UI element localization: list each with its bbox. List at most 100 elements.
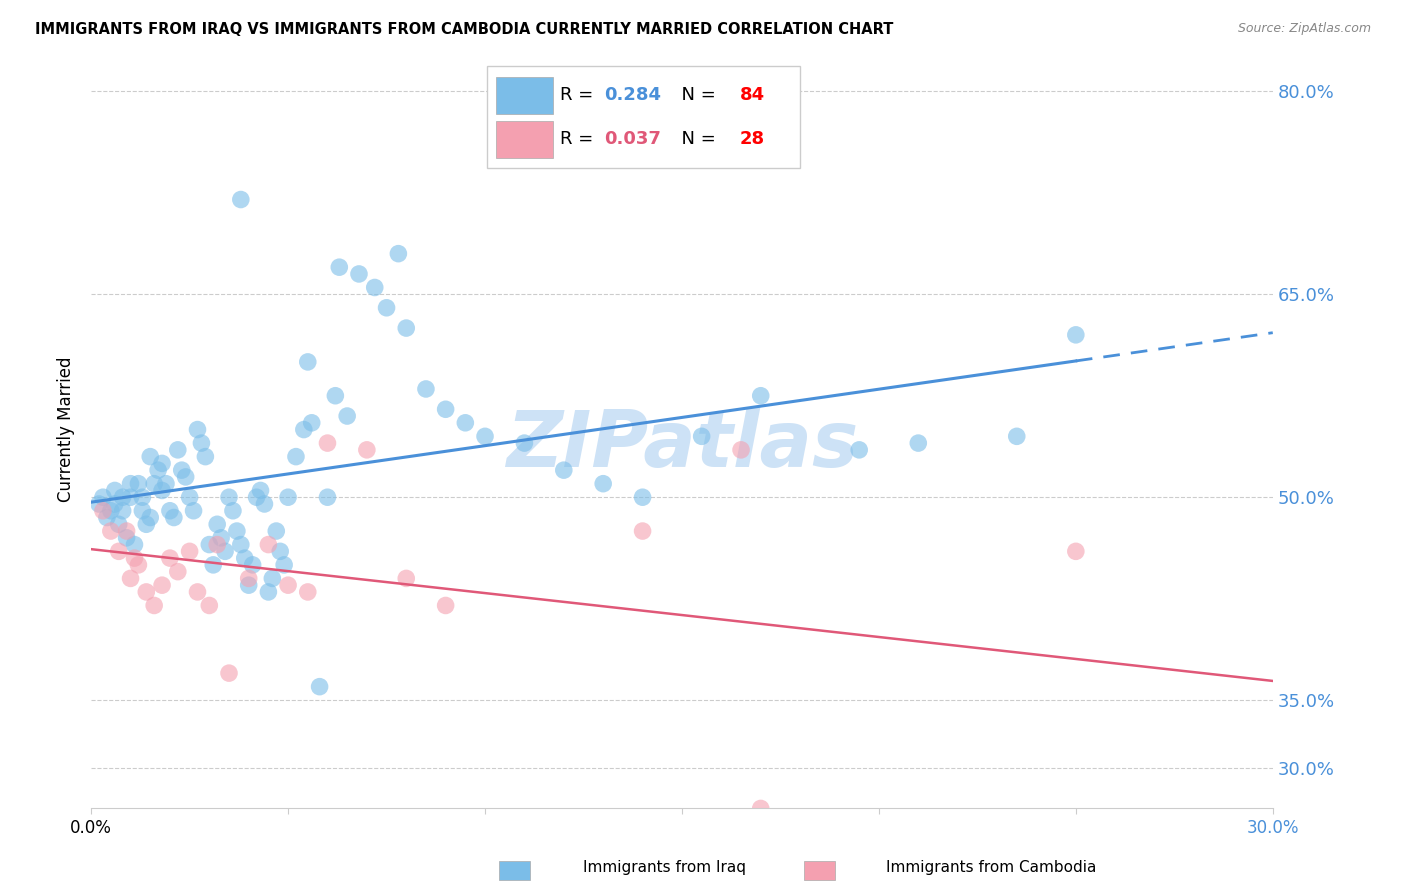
Point <box>301 416 323 430</box>
Point <box>1064 544 1087 558</box>
Point <box>229 193 252 207</box>
Point <box>316 436 339 450</box>
Point <box>848 442 870 457</box>
Point <box>150 578 173 592</box>
Point <box>395 571 418 585</box>
Point <box>1005 429 1028 443</box>
Point <box>316 490 339 504</box>
Point <box>143 599 166 613</box>
Y-axis label: Currently Married: Currently Married <box>58 357 75 502</box>
Point <box>115 531 138 545</box>
Text: Immigrants from Cambodia: Immigrants from Cambodia <box>886 860 1097 874</box>
Point <box>91 504 114 518</box>
Point <box>159 551 181 566</box>
Point <box>124 551 146 566</box>
Text: 0.037: 0.037 <box>605 130 661 148</box>
Point <box>183 504 205 518</box>
FancyBboxPatch shape <box>496 121 553 158</box>
Point <box>209 531 232 545</box>
Text: R =: R = <box>560 130 599 148</box>
Point <box>111 490 134 504</box>
Point <box>218 490 240 504</box>
Text: 28: 28 <box>740 130 765 148</box>
Point <box>364 280 387 294</box>
Point <box>100 524 122 538</box>
Point <box>170 463 193 477</box>
Point <box>592 476 614 491</box>
Point <box>194 450 217 464</box>
Point <box>285 450 308 464</box>
Point <box>308 680 330 694</box>
Point <box>690 429 713 443</box>
Point <box>730 442 752 457</box>
Point <box>257 585 280 599</box>
Point <box>277 578 299 592</box>
Point <box>143 476 166 491</box>
Point <box>198 538 221 552</box>
Point <box>163 510 186 524</box>
Point <box>218 666 240 681</box>
Point <box>257 538 280 552</box>
Point <box>190 436 212 450</box>
Point <box>238 571 260 585</box>
Point <box>253 497 276 511</box>
Point <box>513 436 536 450</box>
Text: N =: N = <box>671 130 721 148</box>
Point <box>131 504 153 518</box>
Point <box>166 565 188 579</box>
Point <box>631 490 654 504</box>
Point <box>474 429 496 443</box>
Point <box>166 442 188 457</box>
Point <box>202 558 225 572</box>
Point <box>131 490 153 504</box>
Point <box>277 490 299 504</box>
Point <box>269 544 291 558</box>
Point <box>127 476 149 491</box>
Point <box>434 402 457 417</box>
Point <box>135 585 157 599</box>
Point <box>127 558 149 572</box>
Point <box>139 510 162 524</box>
Point <box>233 551 256 566</box>
Point <box>198 599 221 613</box>
Point <box>375 301 398 315</box>
Text: N =: N = <box>671 87 721 104</box>
Point <box>225 524 247 538</box>
Point <box>292 423 315 437</box>
Point <box>1084 822 1107 836</box>
Point <box>749 389 772 403</box>
Point <box>205 517 228 532</box>
Point <box>186 423 208 437</box>
Point <box>107 517 129 532</box>
Point <box>387 246 409 260</box>
Point <box>395 321 418 335</box>
Text: Immigrants from Iraq: Immigrants from Iraq <box>583 860 747 874</box>
Point <box>186 585 208 599</box>
Point <box>238 578 260 592</box>
Point <box>135 517 157 532</box>
Text: IMMIGRANTS FROM IRAQ VS IMMIGRANTS FROM CAMBODIA CURRENTLY MARRIED CORRELATION C: IMMIGRANTS FROM IRAQ VS IMMIGRANTS FROM … <box>35 22 894 37</box>
Point <box>179 490 201 504</box>
Point <box>631 524 654 538</box>
Text: 0.284: 0.284 <box>605 87 661 104</box>
Point <box>273 558 295 572</box>
Point <box>174 470 197 484</box>
Point <box>124 538 146 552</box>
Point <box>242 558 264 572</box>
Text: R =: R = <box>560 87 599 104</box>
Point <box>229 538 252 552</box>
Point <box>104 497 127 511</box>
Point <box>159 504 181 518</box>
Point <box>454 416 477 430</box>
Point <box>415 382 437 396</box>
Point <box>356 442 378 457</box>
Text: ZIPatlas: ZIPatlas <box>506 407 858 483</box>
Point <box>907 436 929 450</box>
Point <box>262 571 284 585</box>
Text: Source: ZipAtlas.com: Source: ZipAtlas.com <box>1237 22 1371 36</box>
Point <box>325 389 347 403</box>
Point <box>120 490 142 504</box>
Point <box>87 497 110 511</box>
Point <box>107 544 129 558</box>
Point <box>434 599 457 613</box>
